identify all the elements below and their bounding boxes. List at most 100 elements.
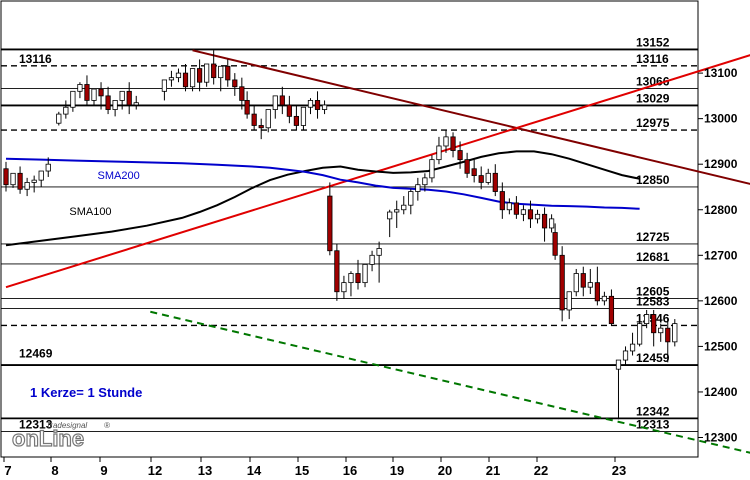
candle-body xyxy=(105,95,111,110)
candle-body xyxy=(63,106,69,115)
candle-body xyxy=(232,79,238,88)
level-label: 13066 xyxy=(636,75,670,89)
label-sma100: SMA100 xyxy=(69,206,111,218)
candle-body xyxy=(485,172,491,183)
y-axis: 13100 13000 12900 12800 12700 12600 12500 12400… xyxy=(698,66,738,445)
candle-body xyxy=(225,65,231,81)
candle-body xyxy=(244,100,250,115)
candle-body xyxy=(429,159,435,179)
candle-body xyxy=(45,163,51,172)
level-label: 12583 xyxy=(636,295,670,309)
candle-body xyxy=(478,175,484,183)
x-tick-label: 15 xyxy=(295,463,309,478)
candle-body xyxy=(17,172,23,190)
level-label: 13116 xyxy=(636,52,669,66)
candle-body xyxy=(182,72,189,88)
candle-body xyxy=(293,115,300,126)
candle-body xyxy=(168,77,175,81)
candle-body xyxy=(265,109,271,129)
logo-trademark: ® xyxy=(104,421,110,430)
x-tick-label: 8 xyxy=(51,463,58,478)
candle-body xyxy=(196,68,203,83)
candle-body xyxy=(499,191,505,211)
level-label: 13029 xyxy=(636,91,670,105)
candle-body xyxy=(348,273,354,284)
candle-body xyxy=(211,63,217,79)
candle-body xyxy=(98,88,104,97)
candle-body xyxy=(3,168,9,186)
logo-top-text: Tradesignal xyxy=(46,421,87,430)
candle-body xyxy=(218,65,224,79)
candle-body xyxy=(608,295,615,325)
y-tick-label: 12900 xyxy=(704,157,738,171)
candle-body xyxy=(161,79,167,92)
candle-body xyxy=(31,179,37,183)
candle-body xyxy=(369,254,375,265)
candle-body xyxy=(665,327,671,343)
x-tick-label: 9 xyxy=(100,463,107,478)
candle-body xyxy=(401,204,407,211)
horizontal-levels xyxy=(1,48,698,433)
logo-main-text: onLine xyxy=(12,426,84,451)
tradesignal-logo: Tradesignal onLine ® xyxy=(11,421,110,452)
level-label: 12850 xyxy=(636,173,670,187)
x-tick-label: 13 xyxy=(198,463,212,478)
label-sma200: SMA200 xyxy=(98,170,140,182)
candle-body xyxy=(239,86,245,101)
candle-body xyxy=(334,250,340,293)
candle-body xyxy=(258,125,264,129)
candle-body xyxy=(279,95,285,106)
candle-body xyxy=(362,264,368,284)
candle-body xyxy=(376,248,382,256)
trendline-support xyxy=(150,310,750,454)
candle-body xyxy=(327,195,333,252)
candle-body xyxy=(189,68,196,88)
candle-body xyxy=(119,90,125,101)
candle-body xyxy=(251,113,257,126)
left-level-label: 12313 xyxy=(19,418,53,432)
level-label: 12681 xyxy=(636,250,670,264)
candle-body xyxy=(513,202,520,215)
x-tick-label: 20 xyxy=(438,463,452,478)
candle-body xyxy=(629,343,636,352)
y-tick-label: 13100 xyxy=(704,66,738,80)
candle-body xyxy=(272,95,278,110)
candle-body xyxy=(408,191,414,206)
candle-body xyxy=(387,211,393,220)
line-sma100 xyxy=(5,150,640,247)
trendline-support xyxy=(5,54,750,289)
candle-body xyxy=(38,170,44,181)
candle-body xyxy=(644,314,650,325)
level-label: 12459 xyxy=(636,351,670,365)
plot-frame xyxy=(0,0,699,458)
x-tick-label: 22 xyxy=(534,463,548,478)
level-labels: 13152 13116 13066 13029 12975 12850 12725 12681… xyxy=(19,35,670,431)
candle-body xyxy=(573,273,579,293)
y-tick-label: 12800 xyxy=(704,203,738,217)
x-tick-label: 12 xyxy=(148,463,162,478)
x-tick-label: 7 xyxy=(4,463,11,478)
level-label: 12975 xyxy=(636,116,670,130)
candle-body xyxy=(601,295,608,302)
candle-body xyxy=(622,350,629,361)
moving-averages: SMA100 SMA200 xyxy=(5,150,640,247)
candle-body xyxy=(341,282,347,293)
candle-body xyxy=(91,88,97,101)
candle-body xyxy=(24,182,30,190)
candle-body xyxy=(549,218,555,229)
candle-body xyxy=(580,273,586,288)
candle-body xyxy=(300,106,307,126)
x-tick-label: 16 xyxy=(343,463,357,478)
candle-body xyxy=(587,282,593,288)
y-tick-label: 12700 xyxy=(704,248,738,262)
candle-body xyxy=(443,136,449,147)
candle-body xyxy=(355,273,361,284)
candle-body xyxy=(204,63,210,83)
candle-body xyxy=(175,72,182,79)
x-tick-label: 14 xyxy=(247,463,262,478)
candle-body xyxy=(112,100,118,110)
candle-body xyxy=(286,104,292,117)
trendlines xyxy=(5,49,750,454)
